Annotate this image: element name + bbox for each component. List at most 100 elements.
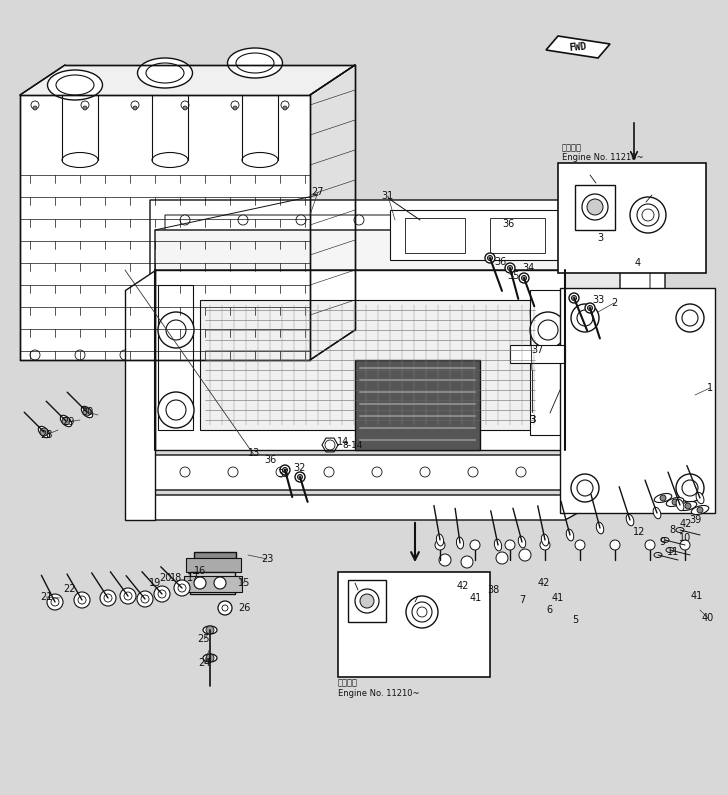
Circle shape	[435, 540, 445, 550]
Text: 15: 15	[238, 578, 250, 588]
Text: 40: 40	[702, 613, 714, 623]
Bar	[530, 290, 565, 435]
Circle shape	[528, 325, 538, 335]
Ellipse shape	[518, 536, 526, 548]
Circle shape	[676, 468, 700, 492]
Bar	[558, 163, 706, 273]
Circle shape	[420, 467, 430, 477]
Polygon shape	[150, 170, 665, 350]
Circle shape	[571, 304, 599, 332]
Circle shape	[630, 197, 666, 233]
Circle shape	[194, 577, 206, 589]
Ellipse shape	[60, 415, 71, 427]
Bar	[405, 218, 465, 253]
Text: 41: 41	[552, 593, 564, 603]
Bar	[186, 558, 241, 572]
Circle shape	[470, 325, 480, 335]
Circle shape	[174, 580, 190, 596]
Circle shape	[210, 350, 220, 360]
Bar	[190, 572, 235, 594]
Circle shape	[676, 474, 704, 502]
Bar	[200, 300, 540, 430]
Circle shape	[165, 350, 175, 360]
Text: 39: 39	[689, 515, 701, 525]
Polygon shape	[390, 210, 565, 260]
Circle shape	[676, 308, 700, 332]
Text: 42: 42	[456, 581, 469, 591]
Circle shape	[137, 591, 153, 607]
Ellipse shape	[566, 529, 574, 541]
Circle shape	[685, 503, 691, 509]
Text: 29: 29	[62, 417, 74, 427]
Ellipse shape	[676, 499, 684, 510]
Circle shape	[154, 586, 170, 602]
Text: 22: 22	[64, 584, 76, 594]
Bar	[158, 285, 193, 430]
Circle shape	[470, 215, 480, 225]
Polygon shape	[565, 290, 710, 510]
Polygon shape	[546, 36, 610, 58]
Text: Engine No. 11210~: Engine No. 11210~	[562, 153, 644, 162]
Ellipse shape	[494, 539, 502, 551]
Bar	[560, 288, 715, 513]
Text: 1: 1	[707, 383, 713, 393]
Circle shape	[33, 106, 37, 110]
Circle shape	[180, 325, 190, 335]
Circle shape	[587, 199, 603, 215]
Circle shape	[578, 308, 602, 332]
Circle shape	[637, 204, 659, 226]
Text: 19: 19	[149, 578, 161, 588]
Text: 9: 9	[659, 537, 665, 547]
Circle shape	[255, 350, 265, 360]
Text: 3: 3	[529, 415, 535, 425]
Text: 11: 11	[667, 547, 679, 557]
Text: FWD: FWD	[569, 41, 587, 52]
Bar	[338, 572, 490, 677]
Circle shape	[496, 552, 508, 564]
Ellipse shape	[653, 507, 661, 519]
Polygon shape	[355, 360, 480, 450]
Circle shape	[296, 325, 306, 335]
Circle shape	[697, 507, 703, 513]
Circle shape	[461, 556, 473, 568]
Circle shape	[412, 325, 422, 335]
Text: 12: 12	[633, 527, 645, 537]
Circle shape	[439, 554, 451, 566]
Circle shape	[586, 325, 596, 335]
Polygon shape	[310, 65, 355, 360]
Ellipse shape	[82, 406, 92, 417]
Text: 42: 42	[538, 578, 550, 588]
Ellipse shape	[596, 522, 604, 534]
Text: 3: 3	[529, 415, 535, 425]
Bar	[184, 576, 242, 592]
Text: 36: 36	[502, 219, 514, 229]
Polygon shape	[565, 240, 620, 450]
Circle shape	[578, 468, 602, 492]
Circle shape	[238, 215, 248, 225]
Text: 30: 30	[81, 407, 93, 417]
Text: 38: 38	[487, 585, 499, 595]
Circle shape	[672, 499, 678, 505]
Circle shape	[300, 350, 310, 360]
Circle shape	[47, 594, 63, 610]
Ellipse shape	[692, 506, 709, 514]
Circle shape	[354, 325, 364, 335]
Circle shape	[298, 475, 303, 479]
Circle shape	[610, 540, 620, 550]
Circle shape	[120, 588, 136, 604]
Text: 14: 14	[337, 437, 349, 447]
Circle shape	[412, 215, 422, 225]
Circle shape	[585, 303, 595, 313]
Ellipse shape	[227, 48, 282, 78]
Circle shape	[83, 106, 87, 110]
Text: 28: 28	[40, 430, 52, 440]
Circle shape	[660, 495, 666, 501]
Text: 41: 41	[691, 591, 703, 601]
Circle shape	[468, 467, 478, 477]
Text: 25: 25	[198, 634, 210, 644]
Circle shape	[133, 106, 137, 110]
Circle shape	[180, 215, 190, 225]
Circle shape	[516, 467, 526, 477]
Text: 27: 27	[312, 187, 324, 197]
Text: 20: 20	[159, 573, 171, 583]
